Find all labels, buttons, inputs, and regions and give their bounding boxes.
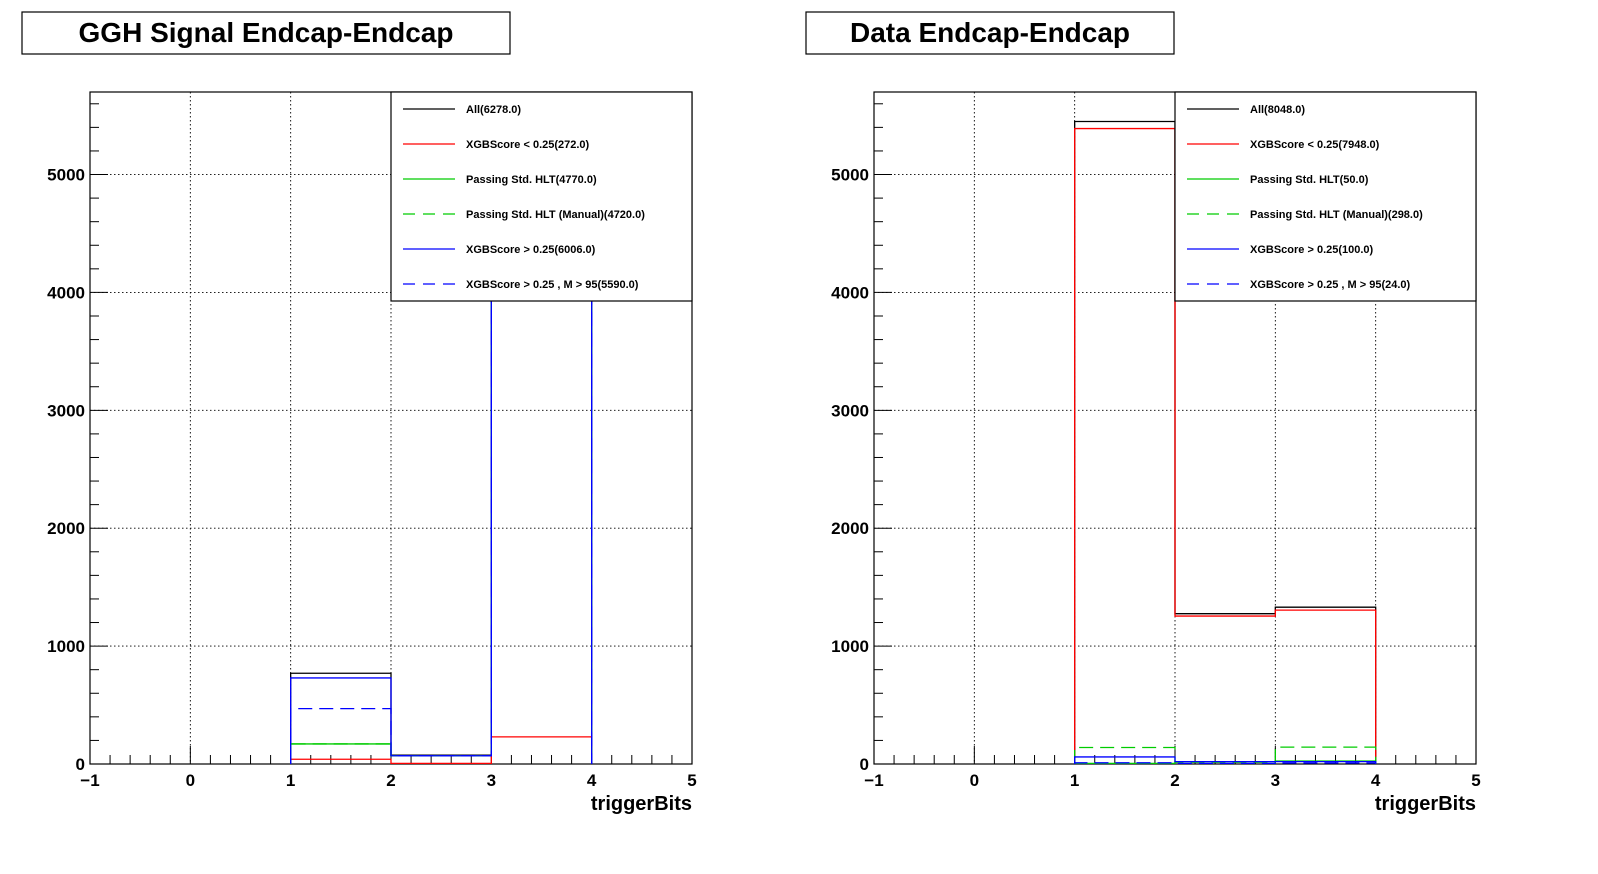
x-tick-label: 1 [1070, 771, 1079, 790]
x-axis-title: triggerBits [1375, 793, 1476, 815]
x-axis-title: triggerBits [591, 793, 692, 815]
legend-entry: XGBScore > 0.25 , M > 95(24.0) [1250, 279, 1411, 291]
y-tick-label: 1000 [47, 637, 85, 656]
y-tick-label: 2000 [47, 519, 85, 538]
legend-entry: XGBScore > 0.25(100.0) [1250, 244, 1374, 256]
legend-box [390, 91, 693, 302]
legend-entry: All(8048.0) [1250, 104, 1305, 116]
x-tick-label: 5 [1471, 771, 1480, 790]
panel-data: Data Endcap-Endcap −1 0 1 2 3 4 50100020003000… [805, 11, 1481, 815]
legend-entry: All(6278.0) [466, 104, 521, 116]
y-tick-label: 3000 [47, 401, 85, 420]
legend-entry: Passing Std. HLT(4770.0) [466, 174, 597, 186]
histogram-series [1074, 756, 1377, 764]
legend-entry: Passing Std. HLT(50.0) [1250, 174, 1369, 186]
panel-ggh-signal: GGH Signal Endcap-Endcap −1 0 1 2 3 4 50100020… [21, 11, 697, 815]
y-tick-label: 2000 [831, 519, 869, 538]
x-tick-label: −1 [864, 771, 883, 790]
legend-entry: XGBScore < 0.25(272.0) [466, 139, 590, 151]
x-tick-label: 3 [1271, 771, 1280, 790]
x-tick-label: 4 [1371, 771, 1381, 790]
x-tick-label: 3 [487, 771, 496, 790]
chart-title: Data Endcap-Endcap [850, 17, 1130, 48]
chart-title: GGH Signal Endcap-Endcap [79, 17, 454, 48]
x-tick-label: 2 [1170, 771, 1179, 790]
legend-box [1174, 91, 1477, 302]
x-tick-label: 1 [286, 771, 295, 790]
legend-entry: Passing Std. HLT (Manual)(4720.0) [466, 209, 645, 221]
legend-entry: Passing Std. HLT (Manual)(298.0) [1250, 209, 1423, 221]
y-tick-label: 3000 [831, 401, 869, 420]
x-tick-label: 0 [970, 771, 979, 790]
legend-entry: XGBScore < 0.25(7948.0) [1250, 139, 1380, 151]
title-box [805, 11, 1175, 55]
y-tick-label: 5000 [831, 166, 869, 185]
x-tick-label: −1 [80, 771, 99, 790]
y-tick-label: 1000 [831, 637, 869, 656]
histogram-series [290, 736, 593, 765]
y-tick-label: 4000 [831, 283, 869, 302]
y-tick-label: 5000 [47, 166, 85, 185]
x-tick-label: 4 [587, 771, 597, 790]
legend-entry: XGBScore > 0.25 , M > 95(5590.0) [466, 279, 639, 291]
histogram-series [1074, 762, 1377, 765]
x-tick-label: 0 [186, 771, 195, 790]
histogram-series [1074, 127, 1377, 764]
y-tick-label: 4000 [47, 283, 85, 302]
y-tick-label: 0 [860, 755, 869, 774]
title-box [21, 11, 511, 55]
legend-entry: XGBScore > 0.25(6006.0) [466, 244, 596, 256]
y-tick-label: 0 [76, 755, 85, 774]
histogram-series [1074, 120, 1377, 764]
x-tick-label: 2 [386, 771, 395, 790]
x-tick-label: 5 [687, 771, 696, 790]
